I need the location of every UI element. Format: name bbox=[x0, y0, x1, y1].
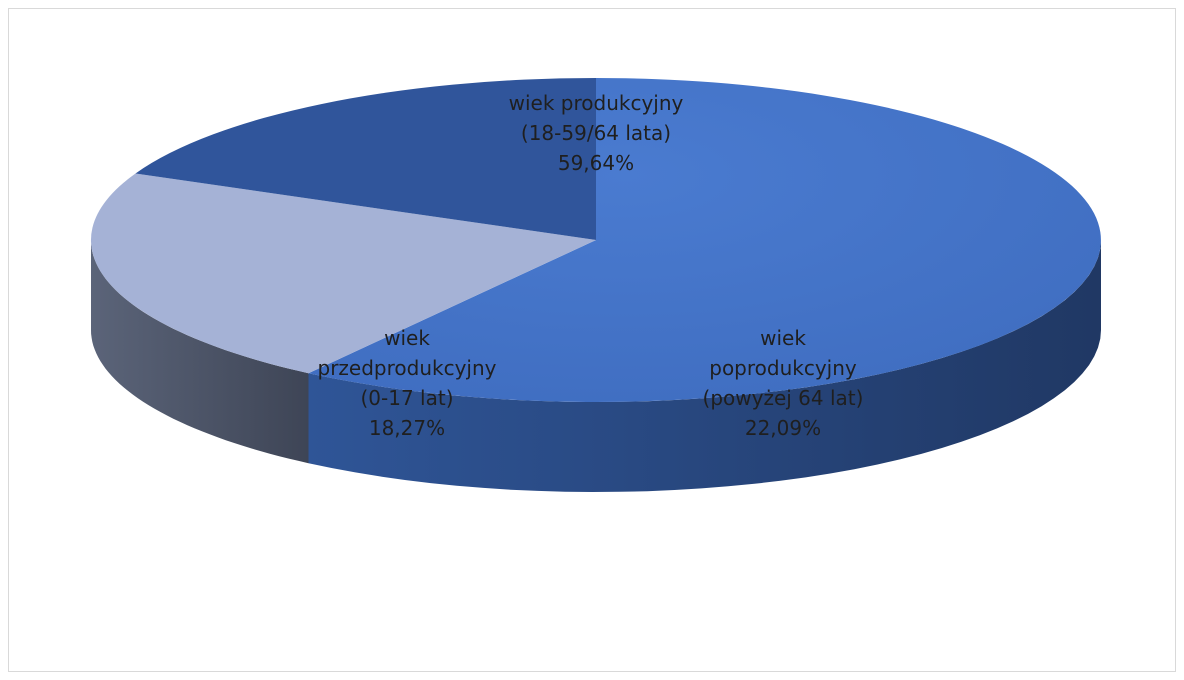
slice-category-label: przedprodukcyjny bbox=[318, 356, 497, 380]
slice-category-label: (0-17 lat) bbox=[360, 386, 453, 410]
slice-value-label: 59,64% bbox=[558, 151, 634, 175]
slice-post-productive-label: wiek poprodukcyjny (powyżej 64 lat) 22,09% bbox=[703, 326, 864, 440]
slice-category-label: wiek bbox=[384, 326, 430, 350]
slice-category-label: (powyżej 64 lat) bbox=[703, 386, 864, 410]
slice-value-label: 22,09% bbox=[745, 416, 821, 440]
slice-category-label: (18-59/64 lata) bbox=[521, 121, 671, 145]
slice-productive-label: wiek produkcyjny (18-59/64 lata) 59,64% bbox=[509, 91, 684, 175]
slice-category-label: poprodukcyjny bbox=[709, 356, 857, 380]
slice-pre-productive-label: wiek przedprodukcyjny (0-17 lat) 18,27% bbox=[318, 326, 497, 440]
slice-category-label: wiek produkcyjny bbox=[509, 91, 684, 115]
slice-productive-side bbox=[308, 240, 1101, 492]
slice-post-productive bbox=[90, 173, 597, 374]
slice-productive bbox=[308, 78, 1101, 403]
slice-category-label: wiek bbox=[760, 326, 806, 350]
slice-post-productive-side bbox=[91, 240, 309, 464]
slice-pre-productive bbox=[135, 78, 596, 240]
slice-value-label: 18,27% bbox=[369, 416, 445, 440]
